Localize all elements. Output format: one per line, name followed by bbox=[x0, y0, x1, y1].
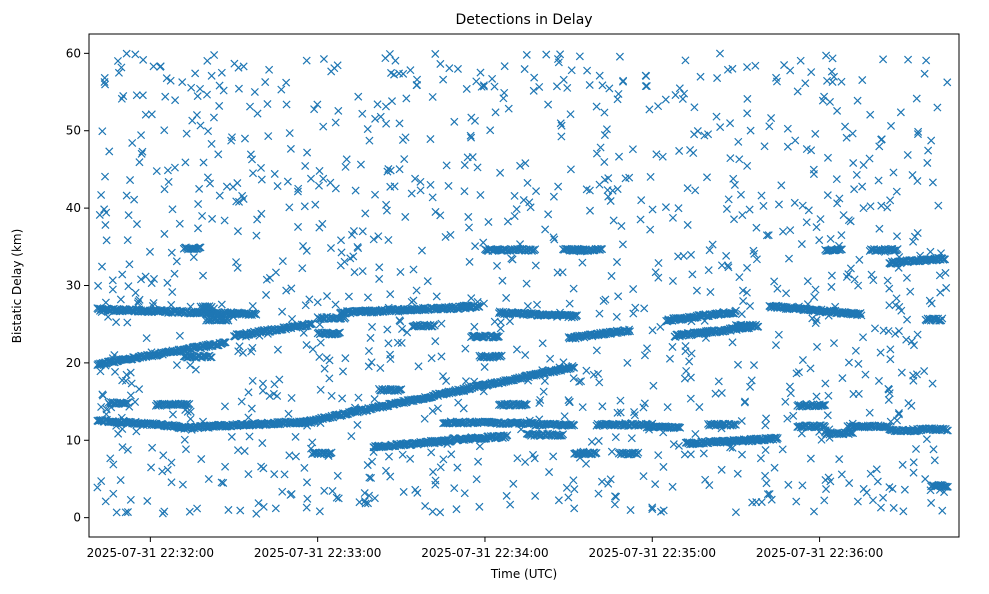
y-tick-label: 20 bbox=[66, 356, 81, 370]
track-marker bbox=[572, 311, 582, 320]
segment-marker bbox=[522, 400, 531, 409]
segment-marker bbox=[818, 401, 828, 410]
segment-marker bbox=[598, 245, 607, 254]
track-marker bbox=[581, 331, 590, 340]
segment-marker bbox=[673, 423, 683, 432]
segment-marker bbox=[729, 420, 738, 429]
y-tick-label: 30 bbox=[66, 279, 81, 293]
track-marker bbox=[305, 320, 314, 329]
segment-marker bbox=[223, 314, 232, 323]
track-marker bbox=[219, 338, 228, 347]
x-tick-label: 2025-07-31 22:33:00 bbox=[254, 546, 381, 560]
y-tick-label: 60 bbox=[66, 46, 81, 60]
segment-marker bbox=[556, 431, 565, 440]
segment-marker bbox=[196, 243, 205, 252]
track-marker bbox=[773, 434, 782, 443]
segment-marker bbox=[222, 316, 231, 325]
segment-marker bbox=[570, 421, 579, 430]
segment-marker bbox=[397, 385, 406, 394]
track-marker bbox=[941, 255, 950, 264]
x-tick-label: 2025-07-31 22:35:00 bbox=[589, 546, 716, 560]
y-tick-label: 50 bbox=[66, 124, 81, 138]
segment-marker bbox=[531, 245, 540, 254]
segment-marker bbox=[207, 353, 216, 362]
track-marker bbox=[856, 309, 865, 318]
x-tick-label: 2025-07-31 22:34:00 bbox=[421, 546, 548, 560]
segment-marker bbox=[206, 353, 215, 362]
segment-marker bbox=[195, 243, 204, 252]
track-marker bbox=[503, 431, 512, 440]
segment-marker bbox=[224, 316, 233, 325]
segment-marker bbox=[753, 322, 762, 331]
track-marker bbox=[771, 433, 781, 442]
segment-marker bbox=[335, 328, 344, 337]
y-tick-label: 0 bbox=[73, 511, 81, 525]
segment-marker bbox=[325, 449, 334, 458]
track-marker bbox=[252, 310, 261, 319]
track-marker bbox=[308, 319, 317, 328]
track-marker bbox=[625, 327, 634, 336]
segment-marker bbox=[592, 448, 601, 458]
track-marker bbox=[731, 306, 740, 315]
track-marker bbox=[205, 342, 214, 351]
chart-title: Detections in Delay bbox=[455, 12, 592, 28]
segment-marker bbox=[341, 313, 350, 322]
segment-marker bbox=[185, 399, 194, 409]
segment-marker bbox=[430, 321, 439, 330]
segment-marker bbox=[494, 332, 503, 341]
segment-marker bbox=[676, 423, 685, 432]
segment-marker bbox=[634, 448, 643, 457]
segment-marker bbox=[497, 351, 506, 360]
y-tick-label: 40 bbox=[66, 201, 81, 215]
segment-marker bbox=[395, 385, 404, 394]
track-marker bbox=[221, 338, 230, 347]
x-tick-label: 2025-07-31 22:36:00 bbox=[756, 546, 883, 560]
segment-marker bbox=[559, 430, 568, 439]
x-axis-label: Time (UTC) bbox=[490, 567, 557, 581]
segment-marker bbox=[731, 420, 740, 429]
y-axis-label: Bistatic Delay (km) bbox=[10, 229, 24, 344]
segment-marker bbox=[475, 302, 484, 311]
segment-marker bbox=[821, 400, 830, 410]
y-tick-label: 10 bbox=[66, 433, 81, 447]
segment-marker bbox=[820, 401, 829, 410]
track-marker bbox=[624, 327, 633, 336]
segment-marker bbox=[754, 322, 763, 331]
track-marker bbox=[570, 363, 579, 372]
x-tick-label: 2025-07-31 22:32:00 bbox=[87, 546, 214, 560]
track-marker bbox=[857, 311, 866, 320]
data-markers bbox=[93, 49, 952, 518]
track-marker bbox=[625, 325, 634, 334]
segment-marker bbox=[589, 448, 598, 457]
